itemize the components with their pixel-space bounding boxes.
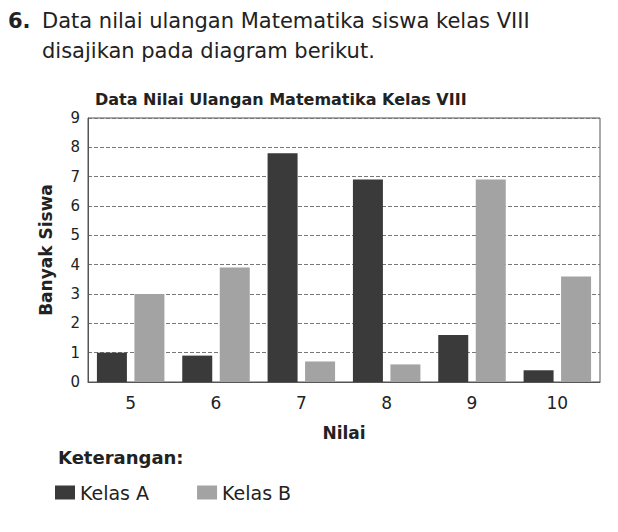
svg-text:Keterangan:: Keterangan:	[58, 447, 184, 468]
svg-text:9: 9	[467, 393, 478, 413]
html-text:6.: 6.	[8, 9, 31, 33]
svg-text:Banyak Siswa: Banyak Siswa	[36, 184, 56, 316]
svg-text:Kelas B: Kelas B	[222, 482, 291, 504]
svg-text:8: 8	[70, 138, 80, 156]
svg-text:4: 4	[70, 256, 80, 274]
svg-text:2: 2	[70, 314, 80, 332]
svg-text:7: 7	[296, 393, 307, 413]
svg-text:10: 10	[547, 393, 569, 413]
svg-text:Kelas A: Kelas A	[80, 482, 149, 504]
svg-text:Nilai: Nilai	[322, 423, 365, 443]
svg-text:9: 9	[70, 109, 80, 127]
svg-text:3: 3	[70, 285, 80, 303]
svg-text:1: 1	[70, 344, 80, 362]
html-text:Data nilai ulangan Matematika: Data nilai ulangan Matematika siswa kela…	[42, 9, 530, 63]
svg-text:5: 5	[125, 393, 136, 413]
svg-text:5: 5	[70, 226, 80, 244]
svg-text:6: 6	[70, 197, 80, 215]
svg-text:0: 0	[70, 373, 80, 391]
svg-text:8: 8	[381, 393, 392, 413]
svg-text:7: 7	[70, 168, 80, 186]
svg-text:Data Nilai Ulangan Matematika: Data Nilai Ulangan Matematika Kelas VIII	[95, 90, 467, 109]
svg-text:6: 6	[211, 393, 222, 413]
